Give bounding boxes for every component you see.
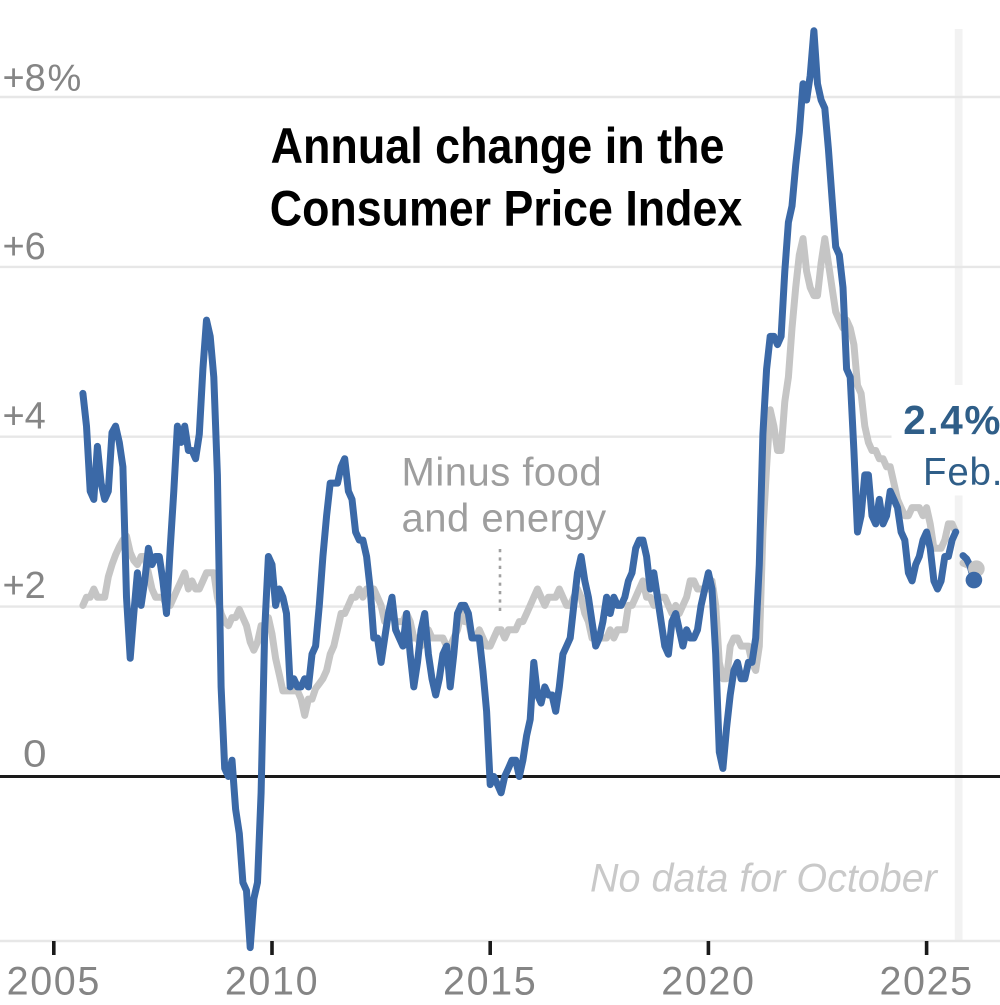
- svg-text:2015: 2015: [443, 960, 537, 1001]
- svg-text:0: 0: [23, 734, 47, 776]
- svg-text:2020: 2020: [661, 960, 755, 1001]
- svg-text:+2: +2: [2, 565, 45, 607]
- svg-text:+6: +6: [2, 226, 45, 268]
- svg-text:and energy: and energy: [402, 497, 607, 541]
- svg-text:Annual change in the: Annual change in the: [271, 119, 725, 175]
- svg-text:%: %: [48, 58, 82, 100]
- svg-text:Consumer Price Index: Consumer Price Index: [270, 181, 743, 237]
- svg-text:2025: 2025: [879, 960, 973, 1001]
- svg-text:2.4%: 2.4%: [903, 397, 1000, 443]
- svg-text:+8: +8: [2, 58, 45, 100]
- svg-text:+4: +4: [2, 396, 45, 438]
- svg-text:No data for October: No data for October: [590, 857, 939, 901]
- svg-text:Minus food: Minus food: [402, 451, 603, 495]
- svg-text:2005: 2005: [7, 960, 101, 1001]
- svg-text:2010: 2010: [225, 960, 319, 1001]
- svg-text:Feb.: Feb.: [923, 451, 1000, 494]
